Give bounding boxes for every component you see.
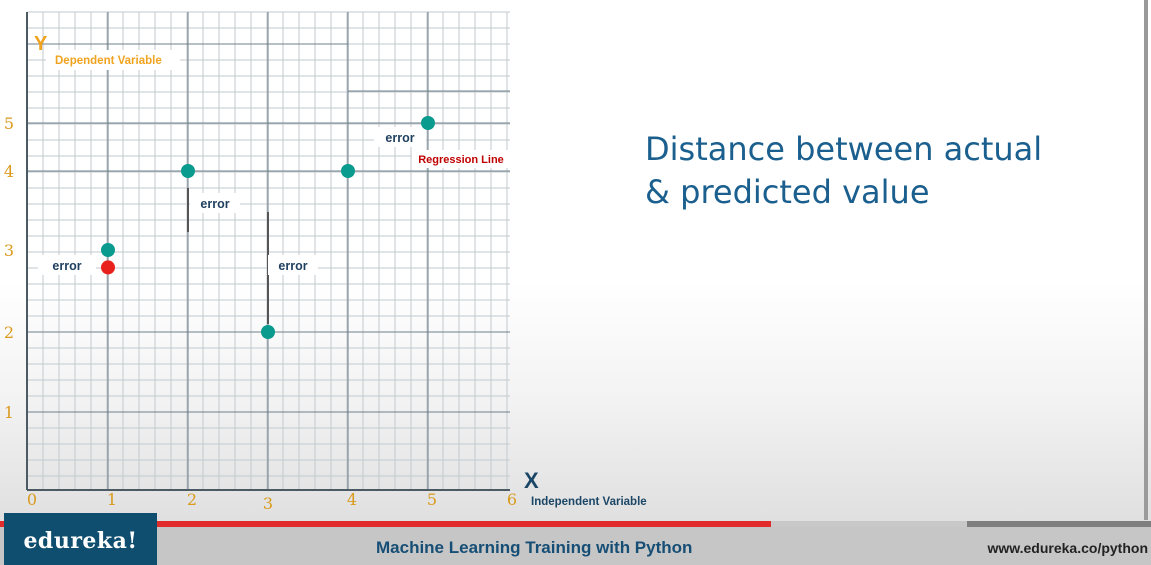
actual-data-point <box>181 164 195 178</box>
footer-bar <box>0 527 1151 565</box>
error-label-background <box>38 255 96 275</box>
x-tick-label: 1 <box>107 490 117 509</box>
y-tick-label: 5 <box>4 114 14 133</box>
y-axis-label: Dependent Variable <box>55 55 162 67</box>
y-label-background <box>46 50 180 70</box>
regression-label-background <box>412 150 510 168</box>
progress-fill <box>0 521 772 527</box>
error-label-background <box>268 255 318 275</box>
error-label: error <box>52 259 81 273</box>
x-tick-label: 5 <box>427 490 437 509</box>
x-tick-label: 0 <box>27 490 37 509</box>
y-tick-label: 2 <box>4 323 14 342</box>
regression-line-label: Regression Line <box>418 154 504 166</box>
course-title: Machine Learning Training with Python <box>376 538 693 557</box>
error-label: error <box>278 259 307 273</box>
x-tick-label: 3 <box>263 494 273 513</box>
actual-data-point <box>341 164 355 178</box>
y-tick-label: 1 <box>4 403 14 422</box>
y-tick-label: 4 <box>4 162 14 181</box>
slide-heading: Distance between actual & predicted valu… <box>645 128 1125 214</box>
regression-chart: 0 1 2 3 4 5 6 1 2 3 4 5 Y Dependent Variable X Independ… <box>4 11 647 513</box>
actual-data-point <box>421 116 435 130</box>
predicted-data-point <box>101 260 115 275</box>
heading-line-2: & predicted value <box>645 173 930 211</box>
error-label: error <box>200 197 229 211</box>
heading-line-1: Distance between actual <box>645 130 1043 168</box>
progress-buffer <box>771 521 967 527</box>
website-url: www.edureka.co/python <box>987 540 1148 556</box>
x-axis-letter: X <box>524 468 539 493</box>
slide-border <box>1144 0 1148 520</box>
x-tick-label: 2 <box>187 490 197 509</box>
actual-data-point <box>101 243 115 257</box>
error-label-background <box>190 193 240 213</box>
x-tick-label: 6 <box>507 490 517 509</box>
actual-data-point <box>261 325 275 339</box>
x-tick-label: 4 <box>347 490 357 509</box>
video-progress-bar[interactable] <box>0 521 1151 527</box>
y-tick-label: 3 <box>4 241 14 260</box>
x-axis-label: Independent Variable <box>531 496 647 508</box>
slide: 0 1 2 3 4 5 6 1 2 3 4 5 Y Dependent Variable X Independ… <box>4 0 1148 520</box>
error-label-background <box>374 127 426 147</box>
y-axis-letter: Y <box>34 33 48 55</box>
edureka-logo: edureka! <box>4 513 157 565</box>
error-label: error <box>385 131 414 145</box>
